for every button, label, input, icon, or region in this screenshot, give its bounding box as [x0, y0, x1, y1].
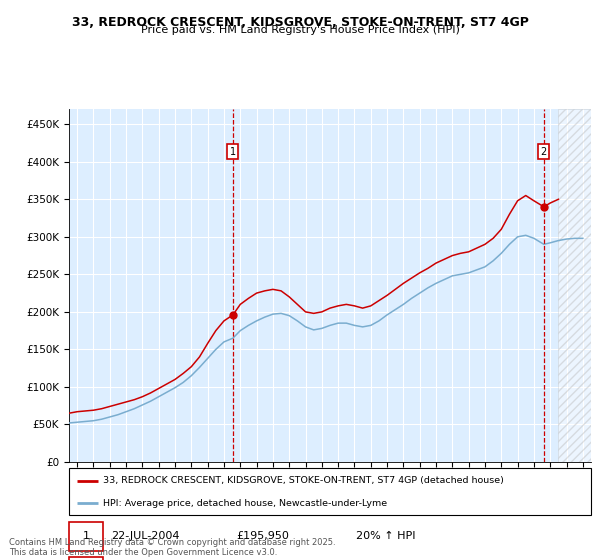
Text: 22-JUL-2004: 22-JUL-2004 — [111, 531, 179, 541]
Text: HPI: Average price, detached house, Newcastle-under-Lyme: HPI: Average price, detached house, Newc… — [103, 499, 387, 508]
Text: £195,950: £195,950 — [236, 531, 289, 541]
FancyBboxPatch shape — [69, 468, 591, 515]
Text: Contains HM Land Registry data © Crown copyright and database right 2025.
This d: Contains HM Land Registry data © Crown c… — [9, 538, 335, 557]
Text: 33, REDROCK CRESCENT, KIDSGROVE, STOKE-ON-TRENT, ST7 4GP: 33, REDROCK CRESCENT, KIDSGROVE, STOKE-O… — [71, 16, 529, 29]
FancyBboxPatch shape — [69, 522, 103, 551]
FancyBboxPatch shape — [69, 557, 103, 560]
Text: 1: 1 — [82, 531, 89, 541]
Text: Price paid vs. HM Land Registry's House Price Index (HPI): Price paid vs. HM Land Registry's House … — [140, 25, 460, 35]
Text: 1: 1 — [230, 147, 236, 157]
Bar — [559, 109, 591, 462]
Text: 33, REDROCK CRESCENT, KIDSGROVE, STOKE-ON-TRENT, ST7 4GP (detached house): 33, REDROCK CRESCENT, KIDSGROVE, STOKE-O… — [103, 477, 504, 486]
Text: 2: 2 — [541, 147, 547, 157]
Text: 20% ↑ HPI: 20% ↑ HPI — [356, 531, 416, 541]
